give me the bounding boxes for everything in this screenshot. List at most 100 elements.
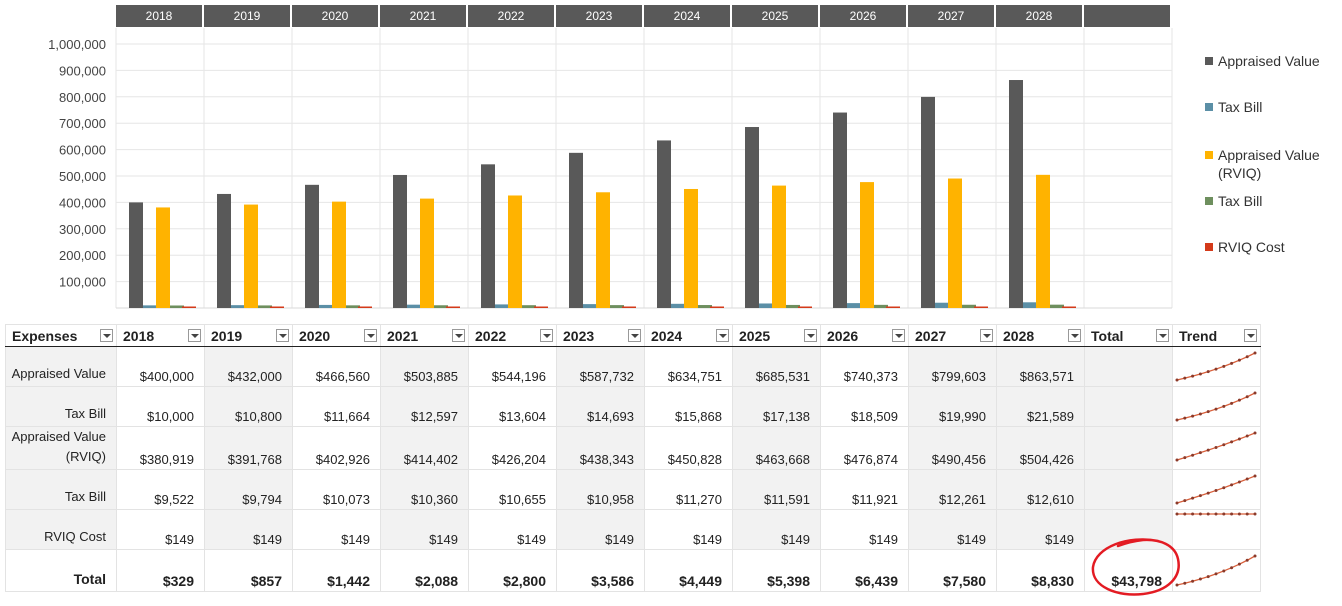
filter-dropdown-button[interactable]	[452, 329, 465, 342]
column-header-2022: 2022	[468, 324, 557, 347]
bar-appraised-value-2021	[393, 174, 407, 308]
table-cell: $3,586	[556, 549, 645, 592]
y-tick-label: 1,000,000	[48, 37, 106, 52]
bar-rviq-cost-2021	[446, 306, 460, 308]
table-cell: $432,000	[204, 346, 293, 387]
trend-sparkline	[1175, 554, 1257, 587]
bar-appraised-value-2019	[217, 193, 231, 308]
table-cell: $466,560	[292, 346, 381, 387]
table-cell: $6,439	[820, 549, 909, 592]
year-header-2020: 2020	[292, 5, 378, 27]
filter-dropdown-button[interactable]	[1244, 329, 1257, 342]
table-cell: $11,591	[732, 469, 821, 510]
total-cell	[1084, 426, 1173, 470]
column-header-expenses: Expenses	[5, 324, 117, 347]
filter-dropdown-button[interactable]	[540, 329, 553, 342]
year-header-2019: 2019	[204, 5, 290, 27]
column-header-2023: 2023	[556, 324, 645, 347]
filter-dropdown-button[interactable]	[628, 329, 641, 342]
table-cell: $450,828	[644, 426, 733, 470]
bar-tax-bill-2024	[698, 305, 712, 308]
bar-tax-bill-2021	[407, 304, 421, 308]
column-header-2026: 2026	[820, 324, 909, 347]
year-header-2022: 2022	[468, 5, 554, 27]
year-header-2027: 2027	[908, 5, 994, 27]
filter-dropdown-button[interactable]	[716, 329, 729, 342]
table-cell: $490,456	[908, 426, 997, 470]
table-cell: $11,270	[644, 469, 733, 510]
table-cell: $149	[644, 509, 733, 550]
row-label: Tax Bill	[5, 386, 117, 427]
bar-tax-bill-2022	[522, 305, 536, 308]
total-row: Total $329 $857 $1,442 $2,088 $2,800 $3,586 $4,…	[5, 549, 1261, 592]
bar-tax-bill-2023	[610, 305, 624, 308]
filter-dropdown-button[interactable]	[804, 329, 817, 342]
trend-cell	[1172, 549, 1261, 592]
total-cell	[1084, 509, 1173, 550]
bar-appraised-value-2028	[1009, 80, 1023, 308]
grand-total-cell: $43,798	[1084, 549, 1173, 592]
y-tick-label: 800,000	[59, 90, 106, 105]
filter-dropdown-button[interactable]	[188, 329, 201, 342]
table-cell: $544,196	[468, 346, 557, 387]
column-header-label: Expenses	[12, 327, 78, 344]
bar-tax-bill-2024	[671, 303, 685, 308]
table-cell: $2,800	[468, 549, 557, 592]
bar-appraised-value-2027	[921, 96, 935, 308]
table-cell: $463,668	[732, 426, 821, 470]
bar-tax-bill-2027	[935, 302, 949, 308]
total-cell	[1084, 386, 1173, 427]
table-row: Tax Bill $9,522 $9,794 $10,073 $10,360 $10,65…	[5, 469, 1261, 510]
table-cell: $18,509	[820, 386, 909, 427]
bar-rviq-cost-2020	[358, 306, 372, 308]
year-header-blank	[1084, 5, 1170, 27]
table-cell: $391,768	[204, 426, 293, 470]
column-header-label: Total	[1091, 327, 1124, 344]
bar-appraised-value-2025	[745, 127, 759, 309]
table-row: Appraised Value $400,000 $432,000 $466,560 $…	[5, 346, 1261, 387]
filter-dropdown-button[interactable]	[100, 329, 113, 342]
filter-dropdown-button[interactable]	[980, 329, 993, 342]
table-cell: $149	[204, 509, 293, 550]
table-cell: $149	[556, 509, 645, 550]
bar-rviq-cost-2027	[974, 306, 988, 308]
table-cell: $17,138	[732, 386, 821, 427]
filter-dropdown-button[interactable]	[364, 329, 377, 342]
column-header-label: 2018	[123, 327, 155, 344]
table-cell: $426,204	[468, 426, 557, 470]
table-cell: $2,088	[380, 549, 469, 592]
legend-swatch	[1205, 57, 1213, 65]
bar-appraised-value-rviq--2026	[860, 182, 874, 308]
table-cell: $149	[732, 509, 821, 550]
table-row: RVIQ Cost $149 $149 $149 $149 $149 $149 $149 $14…	[5, 509, 1261, 550]
year-header-2025: 2025	[732, 5, 818, 27]
bar-appraised-value-2023	[569, 152, 583, 308]
filter-dropdown-button[interactable]	[892, 329, 905, 342]
bar-appraised-value-rviq--2027	[948, 178, 962, 308]
filter-dropdown-button[interactable]	[276, 329, 289, 342]
table-cell: $7,580	[908, 549, 997, 592]
table-cell: $634,751	[644, 346, 733, 387]
table-cell: $10,000	[116, 386, 205, 427]
bar-tax-bill-2020	[346, 305, 360, 308]
column-header-2025: 2025	[732, 324, 821, 347]
bar-appraised-value-2018	[129, 202, 143, 308]
column-header-label: 2021	[387, 327, 419, 344]
table-cell: $1,442	[292, 549, 381, 592]
trend-sparkline	[1175, 474, 1257, 505]
bar-appraised-value-rviq--2028	[1036, 174, 1050, 308]
row-label: Total	[5, 549, 117, 592]
legend-swatch	[1205, 243, 1213, 251]
bar-appraised-value-2026	[833, 112, 847, 308]
filter-dropdown-button[interactable]	[1068, 329, 1081, 342]
column-header-label: 2019	[211, 327, 243, 344]
legend-label: Appraised Value	[1218, 53, 1320, 69]
table-cell: $149	[292, 509, 381, 550]
column-header-label: 2023	[563, 327, 595, 344]
trend-sparkline	[1175, 431, 1257, 462]
column-header-label: Trend	[1179, 327, 1218, 344]
column-header-label: 2025	[739, 327, 771, 344]
filter-dropdown-button[interactable]	[1156, 329, 1169, 342]
legend-swatch	[1205, 151, 1213, 159]
table-cell: $4,449	[644, 549, 733, 592]
